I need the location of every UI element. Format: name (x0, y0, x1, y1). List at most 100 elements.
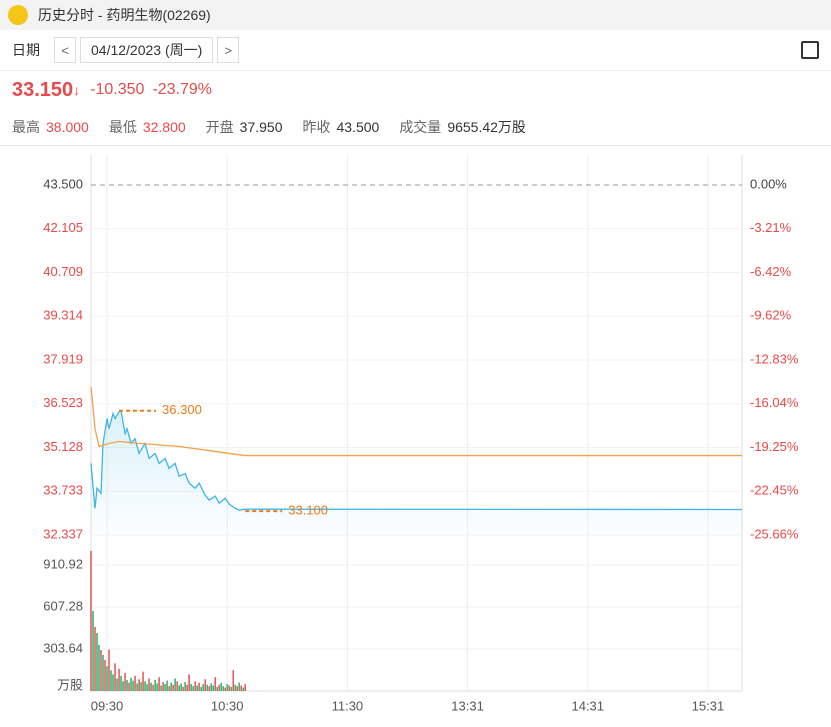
volume-bar (162, 682, 164, 691)
stat-label: 昨收 (302, 119, 331, 135)
y-tick-label: 42.105 (43, 220, 83, 235)
y-tick-label: 303.64 (43, 640, 83, 655)
annotation-label: 33.100 (288, 503, 328, 518)
y2-tick-label: -6.42% (750, 264, 792, 279)
y-tick-label: 32.337 (43, 526, 83, 541)
change-pct: -23.79% (152, 81, 213, 98)
volume-bar (178, 685, 180, 691)
y2-tick-label: -16.04% (750, 395, 799, 410)
volume-bar (188, 674, 190, 691)
volume-bar (158, 677, 160, 691)
volume-bar (112, 674, 114, 691)
volume-bar (122, 681, 124, 691)
volume-bar (236, 686, 239, 691)
volume-bar (130, 677, 132, 691)
next-day[interactable]: > (217, 37, 240, 63)
price-line (90, 409, 743, 511)
y-tick-label: 37.919 (43, 351, 83, 366)
volume-bar (182, 686, 184, 691)
volume-bar (124, 673, 126, 691)
volume-bar (226, 684, 229, 691)
volume-bar (106, 666, 108, 691)
volume-bar (94, 626, 96, 691)
date-label: 日期 (12, 42, 40, 58)
volume-bar (218, 684, 220, 691)
volume-bar (142, 671, 144, 691)
volume-bar (172, 684, 174, 691)
volume-bar (204, 679, 206, 691)
volume-bar (186, 684, 188, 691)
x-tick-label: 13:31 (451, 698, 484, 713)
annotation-label: 36.300 (162, 402, 202, 417)
volume-bar (128, 682, 130, 691)
volume-bar (234, 684, 237, 691)
volume-bar (100, 650, 102, 691)
y-tick-label: 40.709 (43, 264, 83, 279)
volume-bar (220, 682, 223, 691)
volume-bar (104, 660, 106, 691)
y-tick-label: 43.500 (43, 176, 83, 191)
volume-bar (154, 679, 156, 691)
price-area (91, 410, 742, 535)
volume-bar (184, 682, 186, 691)
y-tick-label: 35.128 (43, 439, 83, 454)
volume-bar (146, 684, 148, 691)
y-tick-label: 36.523 (43, 395, 83, 410)
volume-bar (108, 649, 110, 691)
x-tick-label: 11:30 (332, 698, 364, 713)
average-line (90, 386, 742, 457)
quote-row: 33.150 ↓ -10.350 -23.79% (12, 78, 213, 101)
volume-bar (228, 685, 231, 691)
volume-bar (144, 681, 146, 691)
app-icon (8, 5, 28, 25)
volume-bar (168, 686, 170, 691)
volume-bar (230, 686, 233, 691)
volume-bar (110, 670, 112, 691)
y2-tick-label: -19.25% (750, 439, 799, 454)
volume-bar (92, 611, 94, 691)
volume-bar (216, 686, 218, 691)
date-row: 日期 < 04/12/2023 (周一) > (0, 30, 831, 71)
panel-toggle[interactable] (801, 41, 819, 59)
volume-bar (96, 633, 98, 691)
stat-label: 最低 (108, 119, 137, 135)
volume-bar (98, 644, 100, 691)
volume-bar (190, 684, 192, 691)
stat-label: 开盘 (205, 119, 234, 135)
volume-bar (118, 668, 120, 691)
volume-bar (164, 684, 166, 691)
volume-bar (240, 685, 243, 691)
y-tick-label: 910.92 (43, 556, 83, 571)
volume-bar (212, 685, 214, 691)
volume-bar (166, 680, 168, 691)
volume-bar (210, 683, 212, 691)
volume-bar (242, 687, 245, 691)
title-bar: 历史分时 - 药明生物(02269) (0, 0, 831, 30)
volume-bar (152, 684, 154, 691)
volume-bar (200, 686, 202, 691)
volume-bar (160, 685, 162, 691)
volume-bar (194, 681, 196, 691)
stat-value: 9655.42万股 (447, 119, 526, 135)
window-title: 历史分时 - 药明生物(02269) (38, 7, 211, 23)
volume-bar (224, 687, 227, 691)
prev-day[interactable]: < (54, 37, 76, 63)
volume-bar (150, 682, 152, 691)
volume-bar (140, 682, 142, 691)
volume-bar (170, 682, 172, 691)
stat-value: 38.000 (46, 119, 89, 135)
volume-bar (232, 670, 235, 691)
volume-bar (116, 678, 118, 691)
y2-tick-label: -12.83% (750, 351, 799, 366)
x-tick-label: 14:31 (571, 698, 604, 713)
y-tick-label: 607.28 (43, 598, 83, 613)
volume-bar (126, 679, 128, 691)
volume-bar (222, 686, 225, 691)
date-input[interactable]: 04/12/2023 (周一) (80, 37, 214, 63)
stat-label: 最高 (12, 119, 40, 135)
x-tick-label: 15:31 (692, 698, 725, 713)
volume-bar (176, 681, 178, 691)
volume-bar (208, 686, 210, 691)
volume-bar (138, 679, 140, 691)
volume-bar (192, 686, 194, 691)
